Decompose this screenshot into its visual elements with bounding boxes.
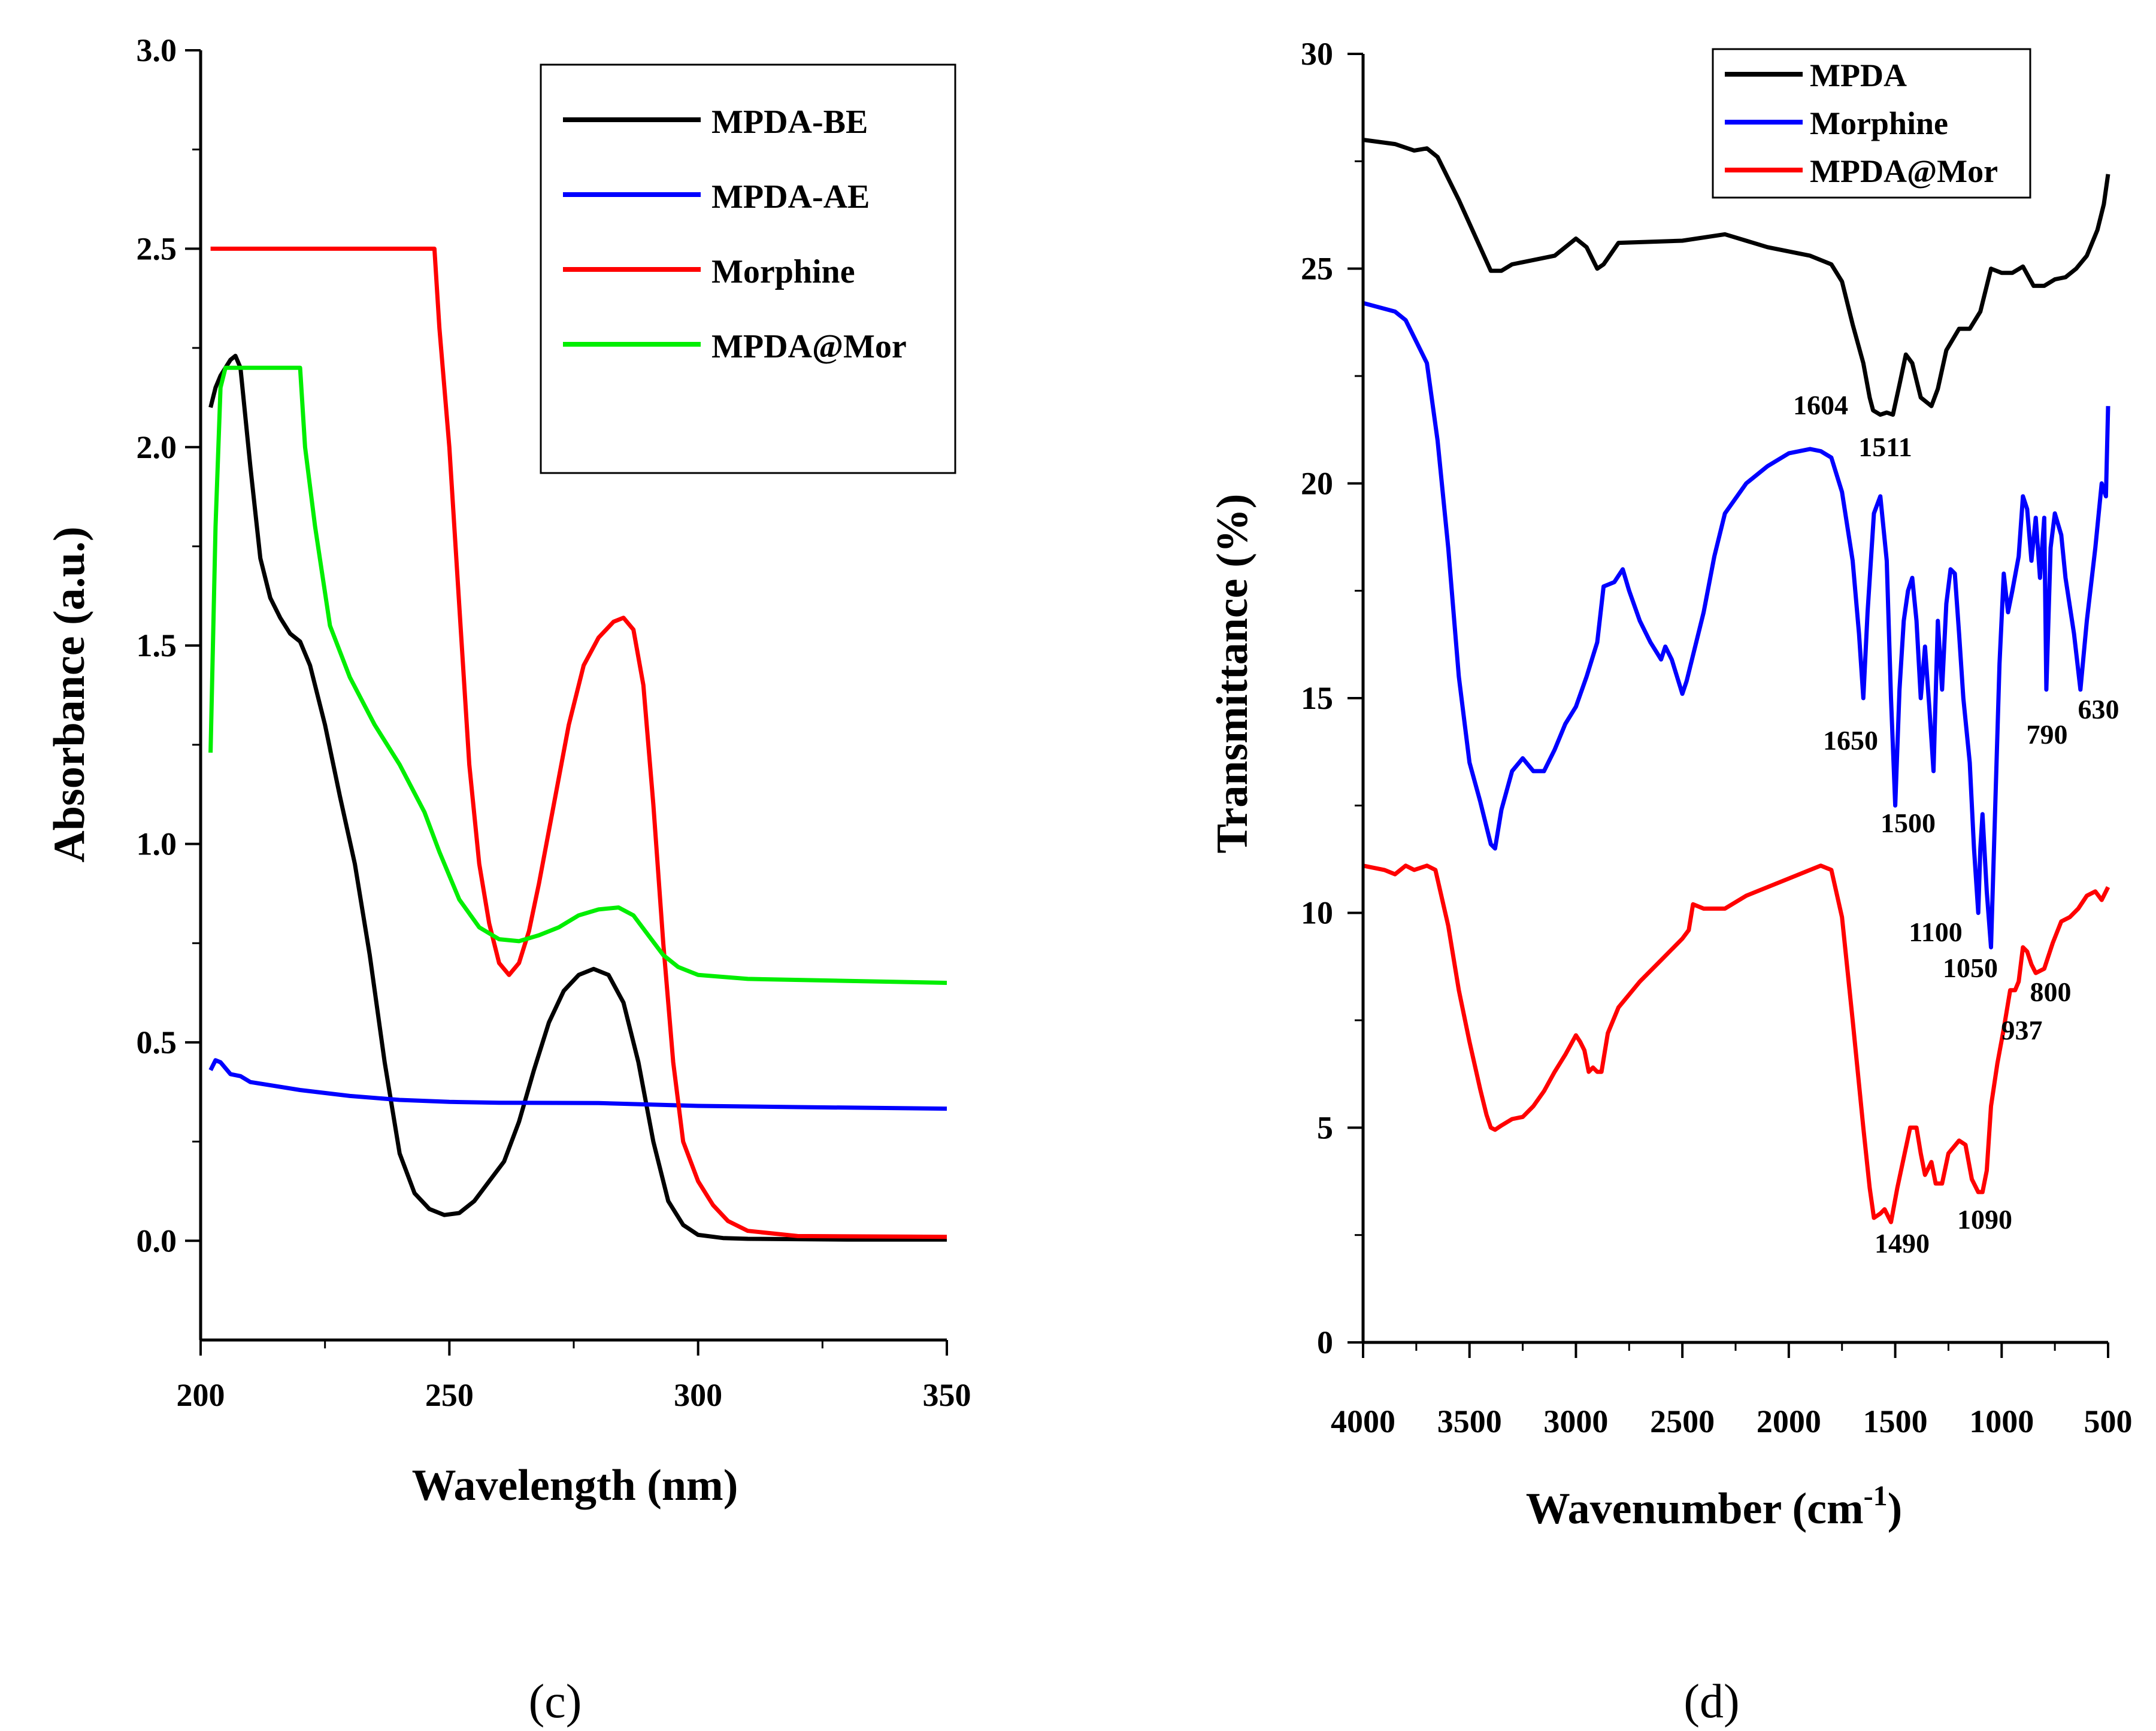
ftir-ticks: 4000 3500 3000 2500 2000 1500 1000 500 0 5 10 15 20 2… (1301, 36, 2133, 1439)
ftir-x-axis-label: Wavenumber (cm-1) (1526, 1480, 1903, 1533)
uv-vis-y-tick-label: 0.0 (137, 1223, 177, 1259)
ftir-y-tick-label: 10 (1301, 895, 1333, 931)
ftir-x-tick-label: 4000 (1331, 1403, 1395, 1439)
uv-vis-y-tick-label: 3.0 (137, 32, 177, 68)
uv-vis-legend: MPDA-BE MPDA-AE Morphine MPDA@Mor (563, 104, 907, 365)
ftir-series-lines (1362, 138, 2110, 1224)
uv-vis-x-axis-label: Wavelength (nm) (412, 1461, 738, 1510)
uv-vis-legend-label-mpda-mor: MPDA@Mor (711, 328, 907, 365)
ftir-x-tick-label: 2000 (1757, 1403, 1821, 1439)
ftir-y-tick-label: 0 (1317, 1324, 1333, 1360)
ftir-legend-label-mpda-mor: MPDA@Mor (1810, 153, 1998, 189)
ftir-x-axis-label-superscript: -1 (1864, 1480, 1888, 1512)
uv-vis-x-tick-label: 250 (425, 1377, 474, 1413)
uv-vis-legend-label-mpda-be: MPDA-BE (711, 104, 868, 141)
ftir-chart: 4000 3500 3000 2500 2000 1500 1000 500 0 5 10 15 20 2… (1208, 36, 2133, 1728)
uv-vis-y-tick-label: 0.5 (137, 1024, 177, 1060)
ftir-x-tick-label: 1500 (1863, 1403, 1928, 1439)
ftir-peak-label-mpda-mor: 1490 (1875, 1228, 1930, 1259)
ftir-peak-label-mpda-mor: 800 (2030, 977, 2072, 1007)
uv-vis-y-tick-label: 2.5 (137, 231, 177, 266)
uv-vis-series-lines (208, 246, 947, 1242)
uv-vis-series-mpda-mor-line (208, 365, 947, 985)
ftir-x-tick-label: 500 (2084, 1403, 2133, 1439)
ftir-peak-label-morphine: 1050 (1943, 953, 1998, 983)
uv-vis-legend-label-mpda-ae: MPDA-AE (711, 178, 870, 216)
ftir-x-axis-label-suffix: ) (1888, 1484, 1903, 1533)
ftir-peak-label-morphine: 1500 (1881, 808, 1936, 838)
ftir-y-tick-label: 30 (1301, 36, 1333, 72)
ftir-peak-label-morphine: 1650 (1823, 725, 1878, 756)
ftir-peak-label-mpda-mor: 1090 (1957, 1204, 2012, 1235)
ftir-x-tick-label: 3500 (1437, 1403, 1502, 1439)
ftir-series-mpda-mor-line (1362, 863, 2110, 1224)
uv-vis-legend-label-morphine: Morphine (711, 253, 855, 290)
panel-label-d: (d) (1683, 1675, 1739, 1728)
uv-vis-chart: 200 250 300 350 0.0 0.5 1.0 1.5 2.0 2.5 3.0 MPDA-B… (45, 32, 971, 1728)
ftir-series-mpda-line (1362, 138, 2110, 417)
ftir-peak-labels: 1604 1511 1650 1500 1100 1050 790 630 800 937 1490… (1793, 390, 2119, 1259)
uv-vis-y-axis-label: Absorbance (a.u.) (45, 526, 94, 862)
ftir-legend-label-morphine: Morphine (1810, 105, 1948, 141)
uv-vis-y-tick-label: 1.0 (137, 826, 177, 862)
ftir-y-tick-label: 5 (1317, 1109, 1333, 1145)
ftir-x-tick-label: 3000 (1543, 1403, 1608, 1439)
ftir-series-morphine-line (1362, 301, 2110, 950)
ftir-peak-label-mpda: 1511 (1858, 432, 1912, 462)
ftir-peak-label-mpda: 1604 (1793, 390, 1848, 420)
ftir-y-tick-label: 15 (1301, 680, 1333, 716)
uv-vis-series-morphine-line (210, 246, 947, 1239)
uv-vis-y-tick-label: 1.5 (137, 627, 177, 663)
uv-vis-legend-box (540, 63, 956, 474)
ftir-y-axis-label: Transmittance (%) (1208, 494, 1257, 854)
ftir-x-tick-label: 2500 (1650, 1403, 1715, 1439)
ftir-legend: MPDA Morphine MPDA@Mor (1725, 57, 1998, 189)
ftir-y-tick-label: 25 (1301, 251, 1333, 287)
ftir-legend-label-mpda: MPDA (1810, 57, 1907, 93)
ftir-peak-label-morphine: 630 (2078, 694, 2119, 724)
uv-vis-series-mpda-be-line (208, 353, 947, 1242)
ftir-legend-box (1712, 48, 2031, 199)
uv-vis-y-tick-label: 2.0 (137, 429, 177, 465)
uv-vis-ticks: 200 250 300 350 0.0 0.5 1.0 1.5 2.0 2.5 3.0 (137, 32, 971, 1413)
ftir-peak-label-mpda-mor: 937 (2001, 1015, 2043, 1045)
ftir-y-tick-label: 20 (1301, 465, 1333, 501)
ftir-peak-label-morphine: 790 (2027, 719, 2068, 750)
uv-vis-x-tick-label: 300 (674, 1377, 722, 1413)
uv-vis-series-mpda-ae-line (208, 1058, 947, 1111)
uv-vis-x-tick-label: 350 (923, 1377, 971, 1413)
uv-vis-x-tick-label: 200 (177, 1377, 225, 1413)
ftir-x-tick-label: 1000 (1969, 1403, 2034, 1439)
panel-label-c: (c) (529, 1675, 582, 1728)
ftir-peak-label-morphine: 1100 (1909, 917, 1962, 947)
ftir-x-axis-label-main: Wavenumber (cm (1526, 1484, 1864, 1533)
